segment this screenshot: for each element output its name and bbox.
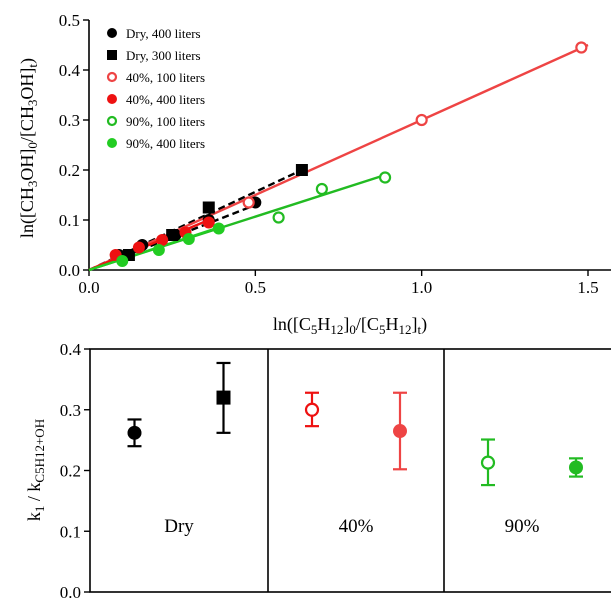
top-x-ticks: 0.0 0.5 1.0 1.5 [78,270,599,297]
legend-marker [106,115,118,127]
top-x-tick-label: 0.0 [78,278,99,297]
bottom-y-tick-label: 0.2 [60,462,81,481]
top-y-tick-label: 0.3 [59,111,80,130]
data-point [378,171,392,184]
legend-label: Dry, 400 liters [126,26,201,41]
top-y-tick-label: 0.1 [59,211,80,230]
top-y-axis-label: ln([CH3OH]0/[CH3OH]t) [17,58,40,238]
legend-label: 90%, 100 liters [126,114,205,129]
legend-label: 40%, 400 liters [126,92,205,107]
legend-label: Dry, 300 liters [126,48,201,63]
top-y-tick-label: 0.5 [59,11,80,30]
data-point [132,241,145,254]
top-y-ticks: 0.0 0.1 0.2 0.3 0.4 0.5 [59,11,89,280]
legend: Dry, 400 liters Dry, 300 liters 40%, 100 l… [106,26,205,151]
bottom-y-axis-label: k1 / kC5H12+OH [24,419,47,521]
top-y-tick-label: 0.4 [59,61,81,80]
data-point [295,164,308,176]
top-y-tick-label: 0.2 [59,161,80,180]
ratio-point [480,455,496,470]
ratio-point [393,424,407,439]
ratio-point [216,390,231,405]
bottom-ratio-panel: 0.0 0.1 0.2 0.3 0.4 Dry 40% 90% k1 / kC5H12+OH [24,340,611,602]
legend-marker [107,28,117,38]
data-point [202,201,215,214]
bottom-data-points [127,361,583,487]
legend-label: 90%, 400 liters [126,136,205,151]
top-x-tick-label: 1.5 [577,278,598,297]
top-data-points [109,41,588,267]
data-point [202,216,215,229]
bottom-y-tick-label: 0.1 [60,522,81,541]
bottom-y-ticks: 0.0 0.1 0.2 0.3 0.4 [60,340,90,602]
data-point [272,211,285,224]
bottom-y-tick-label: 0.0 [60,583,81,602]
top-x-axis-label: ln([C5H12]0/[C5H12]t) [273,314,427,337]
ratio-point [304,402,320,417]
data-point [166,229,179,241]
legend-marker [107,50,117,60]
ratio-point [127,425,142,440]
bottom-y-tick-label: 0.4 [60,340,82,359]
legend-marker [106,71,118,83]
data-point [242,196,255,209]
group-labels: Dry 40% 90% [164,516,539,537]
data-point [182,233,195,245]
top-y-tick-label: 0.0 [59,261,80,280]
data-point [156,234,169,246]
ratio-point [569,460,583,475]
legend-marker [107,138,117,148]
bottom-plot-frame [89,348,611,593]
group-label: 90% [505,516,540,537]
top-scatter-panel: 0.0 0.1 0.2 0.3 0.4 0.5 0.0 0.5 1.0 1.5 Dry, 400… [17,11,611,337]
group-label: 40% [339,516,374,537]
data-point [116,255,129,267]
legend-label: 40%, 100 liters [126,70,205,85]
data-point [315,182,328,196]
fit-line [88,218,210,272]
data-point [575,41,588,54]
data-point [415,113,428,127]
data-point [152,244,165,256]
group-label: Dry [164,516,194,537]
legend-marker [107,94,117,104]
top-x-tick-label: 0.5 [245,278,266,297]
top-x-tick-label: 1.0 [411,278,432,297]
data-point [212,222,225,235]
bottom-y-tick-label: 0.3 [60,401,81,420]
